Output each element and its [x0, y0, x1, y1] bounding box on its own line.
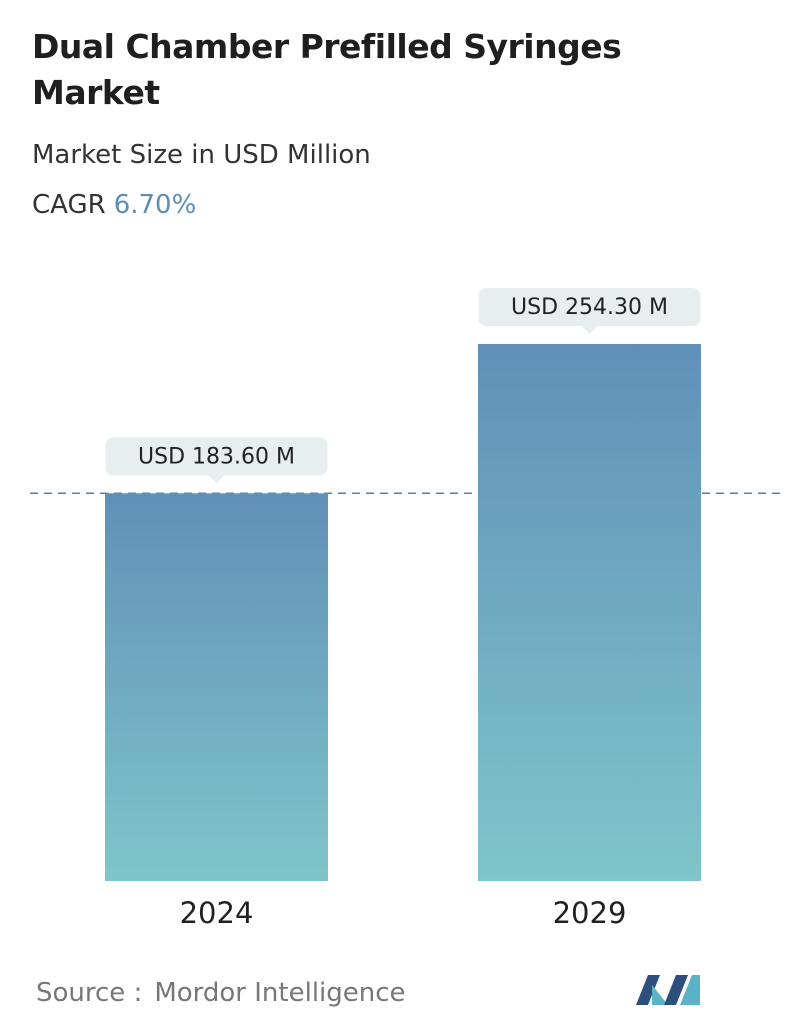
subtitle: Market Size in USD Million: [32, 140, 371, 170]
source-label: Source :: [36, 978, 143, 1008]
cagr: CAGR 6.70%: [32, 190, 196, 220]
bar: [478, 344, 701, 881]
value-label-pointer: [208, 475, 225, 484]
source: Source : Mordor Intelligence: [36, 978, 406, 1008]
source-name: Mordor Intelligence: [154, 978, 406, 1008]
value-label: USD 183.60 M: [138, 444, 295, 469]
chart-title: Dual Chamber Prefilled Syringes Market: [32, 27, 622, 112]
value-label-box: [105, 437, 328, 476]
value-label-box: [478, 288, 701, 326]
x-tick-label: 2024: [180, 896, 254, 930]
value-label: USD 254.30 M: [511, 295, 668, 320]
x-tick-label: 2029: [553, 896, 627, 930]
value-label-pointer: [581, 326, 598, 334]
bar: [105, 493, 328, 881]
logo: [636, 975, 700, 1005]
cagr-label: CAGR: [32, 190, 106, 220]
cagr-value: 6.70%: [113, 190, 197, 220]
